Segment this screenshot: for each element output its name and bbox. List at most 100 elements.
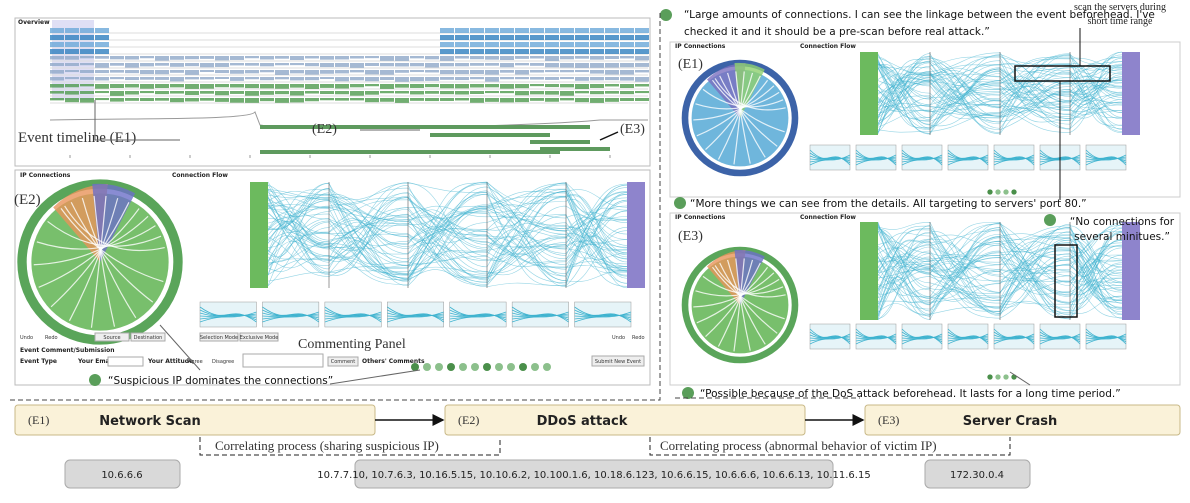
row-bar bbox=[380, 98, 394, 102]
thumb-line bbox=[901, 154, 943, 166]
row-bar bbox=[500, 91, 514, 94]
thumb-line bbox=[993, 328, 1035, 345]
thumb-line bbox=[809, 158, 851, 160]
row-bar bbox=[335, 98, 349, 101]
row-bar bbox=[440, 49, 454, 54]
e2-label: (E2) bbox=[312, 122, 337, 137]
comment-dot bbox=[507, 363, 515, 371]
submit-button[interactable]: Submit New Event bbox=[595, 359, 641, 365]
row-bar bbox=[50, 42, 64, 47]
comment-dot bbox=[1011, 189, 1017, 195]
source-button[interactable]: Source bbox=[103, 335, 120, 341]
row-bar bbox=[155, 63, 169, 66]
row-bar bbox=[50, 70, 64, 74]
row-bar bbox=[605, 70, 619, 75]
chord bbox=[90, 195, 107, 328]
redo-button[interactable]: Redo bbox=[632, 335, 645, 341]
row-bar bbox=[140, 77, 154, 80]
thumb-line bbox=[199, 312, 257, 319]
button[interactable] bbox=[94, 332, 130, 342]
button[interactable] bbox=[327, 356, 359, 367]
highlight-box bbox=[1014, 65, 1111, 82]
row-bar bbox=[95, 84, 109, 89]
row-bar bbox=[50, 63, 64, 67]
agree[interactable]: Agree bbox=[188, 359, 203, 365]
quote-line: checked it and it should be a pre-scan b… bbox=[684, 26, 990, 38]
row-bar bbox=[155, 70, 169, 75]
row-bar bbox=[410, 63, 424, 67]
destination-button[interactable]: Destination bbox=[134, 335, 163, 341]
button[interactable] bbox=[199, 332, 239, 342]
row-bar bbox=[365, 56, 379, 59]
row-bar bbox=[365, 84, 379, 87]
row-bar bbox=[185, 70, 199, 75]
thumb-line bbox=[809, 156, 851, 163]
button[interactable] bbox=[591, 355, 645, 367]
undo-button[interactable]: Undo bbox=[612, 335, 625, 341]
flow-line bbox=[267, 191, 628, 271]
row-bar bbox=[200, 70, 214, 73]
exclusive-button[interactable]: Exclusive Mode bbox=[240, 335, 279, 341]
button[interactable] bbox=[130, 332, 166, 342]
row-bar bbox=[575, 49, 589, 54]
redo-button[interactable]: Redo bbox=[45, 335, 58, 341]
timeline-label: Event timeline (E1) bbox=[18, 130, 136, 146]
row-bar bbox=[425, 98, 439, 102]
row-bar bbox=[335, 63, 349, 67]
comment-dot bbox=[987, 189, 993, 195]
row-bar bbox=[305, 98, 319, 102]
thumb-line bbox=[947, 158, 989, 160]
row-bar bbox=[410, 77, 424, 82]
row-bar bbox=[245, 63, 259, 66]
row-bar bbox=[95, 49, 109, 54]
thumb-line bbox=[901, 158, 943, 160]
row-bar bbox=[560, 63, 574, 68]
row-bar bbox=[215, 91, 229, 96]
row-bar bbox=[470, 91, 484, 94]
comment-input[interactable] bbox=[242, 353, 324, 368]
row-bar bbox=[515, 56, 529, 59]
button[interactable] bbox=[239, 332, 279, 342]
row-bar bbox=[575, 77, 589, 81]
row-bar bbox=[470, 56, 484, 60]
dashed-connector bbox=[10, 12, 661, 401]
row-bar bbox=[620, 42, 634, 47]
row-bar bbox=[350, 91, 364, 96]
row-bar bbox=[440, 35, 454, 40]
row-bar bbox=[620, 35, 634, 40]
selection-button[interactable]: Selection Mode bbox=[200, 335, 238, 341]
thumb-line bbox=[901, 155, 943, 162]
overview-title: Overview bbox=[18, 19, 50, 26]
row-bar bbox=[485, 49, 499, 54]
undo-button[interactable]: Undo bbox=[20, 335, 33, 341]
chord bbox=[733, 258, 745, 352]
thumb-line bbox=[809, 335, 851, 342]
email-input[interactable] bbox=[107, 356, 144, 367]
row-bar bbox=[320, 98, 334, 101]
ip-list: 10.7.7.10, 10.7.6.3, 10.16.5.15, 10.10.6… bbox=[317, 470, 870, 481]
chord bbox=[717, 72, 754, 160]
flow-line bbox=[267, 182, 628, 289]
row-bar bbox=[545, 49, 559, 54]
comment-button[interactable]: Comment bbox=[331, 359, 356, 365]
row-bar bbox=[275, 56, 289, 59]
row-bar bbox=[485, 84, 499, 88]
ip-list: 10.6.6.6 bbox=[101, 470, 142, 481]
row-bar bbox=[125, 84, 139, 88]
row-bar bbox=[620, 84, 634, 89]
row-bar bbox=[140, 56, 154, 59]
row-bar bbox=[425, 84, 439, 88]
thumb-line bbox=[947, 152, 989, 164]
row-bar bbox=[605, 28, 619, 33]
thumb-line bbox=[809, 328, 851, 345]
row-bar bbox=[80, 42, 94, 47]
flow-line bbox=[267, 209, 628, 284]
row-bar bbox=[485, 70, 499, 75]
disagree[interactable]: Disagree bbox=[212, 359, 234, 365]
row-bar bbox=[50, 49, 64, 54]
row-bar bbox=[65, 91, 79, 95]
row-bar bbox=[440, 63, 454, 67]
pointer bbox=[329, 369, 421, 385]
thumb-line bbox=[947, 154, 989, 166]
timeline-arrow bbox=[94, 100, 180, 141]
